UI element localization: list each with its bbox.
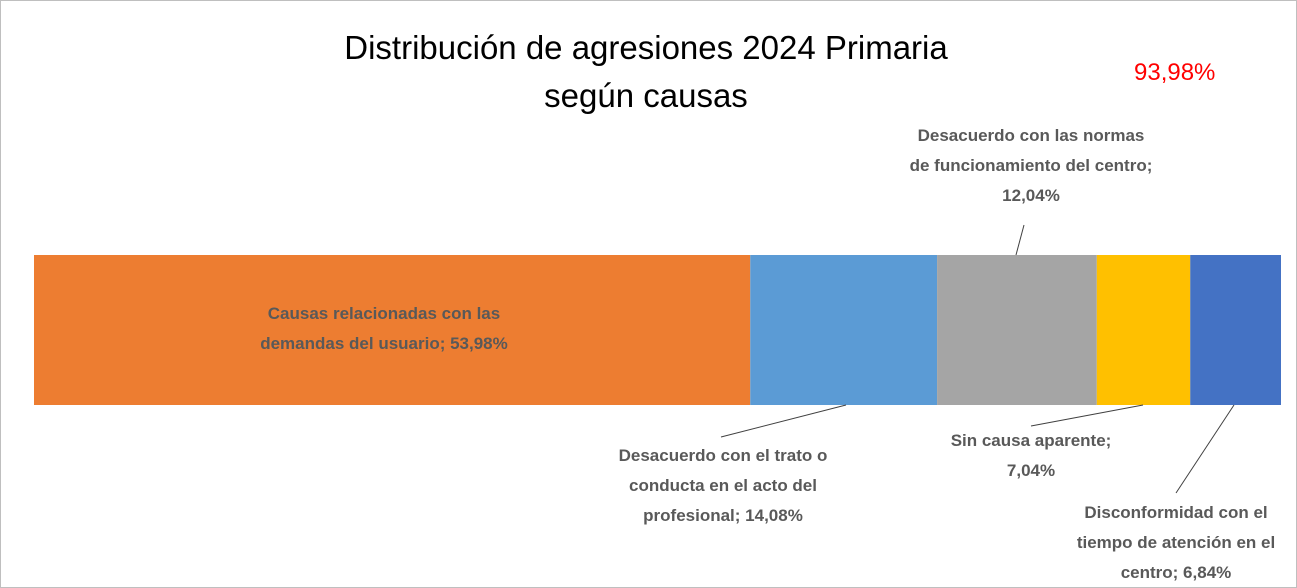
bar-segment: [1096, 255, 1191, 405]
data-label: Causas relacionadas con las demandas del…: [260, 304, 508, 353]
data-label: Disconformidad con el tiempo de atención…: [1076, 503, 1276, 582]
data-label: Desacuerdo con el trato o conducta en el…: [618, 446, 828, 525]
bar-segment: [1190, 255, 1281, 405]
leader-line: [1175, 404, 1235, 494]
bar-segment: [34, 255, 751, 405]
leader-line: [1030, 404, 1144, 427]
leader-line: [1015, 224, 1025, 256]
leader-line: [720, 404, 847, 438]
bar-segment: [937, 255, 1097, 405]
chart-title: según causas: [544, 77, 748, 114]
data-label: Desacuerdo con las normas de funcionamie…: [909, 126, 1153, 205]
chart-title: Distribución de agresiones 2024 Primaria: [344, 29, 948, 66]
data-label: Sin causa aparente; 7,04%: [950, 431, 1112, 480]
annotation: 93,98%: [1134, 59, 1216, 86]
bar-segment: [750, 255, 938, 405]
